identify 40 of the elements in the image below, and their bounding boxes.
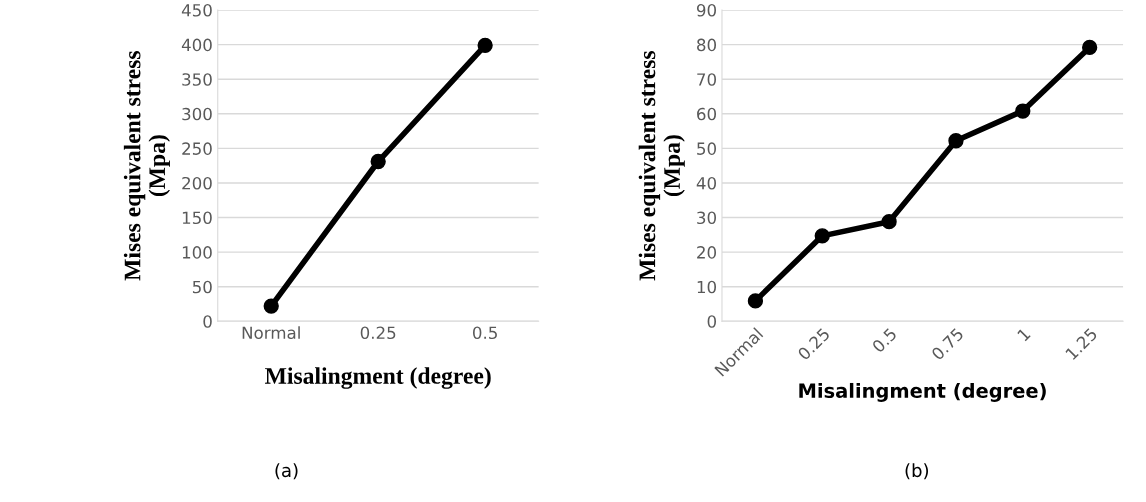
x-axis-title: Misalingment (degree) [265,367,491,389]
point [747,293,764,309]
y-tick-label: 100 [182,246,212,259]
y-axis-title: Mises equivalent stress (Mpa) [638,51,685,281]
y-tick-label: 10 [697,280,717,294]
y-tick-label: 90 [696,4,717,17]
y-tick-label: 0 [707,315,717,328]
y-tick-label: 450 [181,4,212,17]
point [263,298,279,314]
point [477,37,493,53]
y-tick-label: 20 [697,246,717,259]
y-tick-label: 30 [697,211,717,225]
y-tick-label: 0 [203,315,212,328]
x-axis-title: Misalingment (degree) [799,382,1046,402]
point [1082,39,1098,56]
y-tick-label: 300 [182,107,212,121]
x-tick-label: 0.5 [472,326,497,340]
x-tick-label: Normal [242,326,300,340]
point [814,228,830,244]
y-tick-label: 80 [697,38,717,52]
y-tick-label: 50 [697,142,717,155]
point [370,153,386,170]
y-tick-label: 70 [697,73,717,86]
point [1015,103,1031,119]
y-tick-label: 200 [182,176,212,190]
y-tick-label: 250 [182,142,212,155]
point [948,133,964,149]
y-tick-label: 60 [697,107,717,121]
y-axis-title: Mises equivalent stress (Mpa) [123,51,170,281]
y-tick-label: 350 [182,73,212,86]
x-tick-label: 1 [1016,327,1031,342]
x-tick-label: 0.5 [871,327,898,354]
x-tick-label: 0.25 [360,326,396,340]
text: (b) [905,463,929,480]
y-tick-label: 50 [192,280,212,294]
y-tick-label: 40 [696,176,717,190]
text: (a) [275,463,298,480]
point [881,214,897,230]
y-tick-label: 400 [181,38,212,52]
y-tick-label: 150 [182,211,212,225]
